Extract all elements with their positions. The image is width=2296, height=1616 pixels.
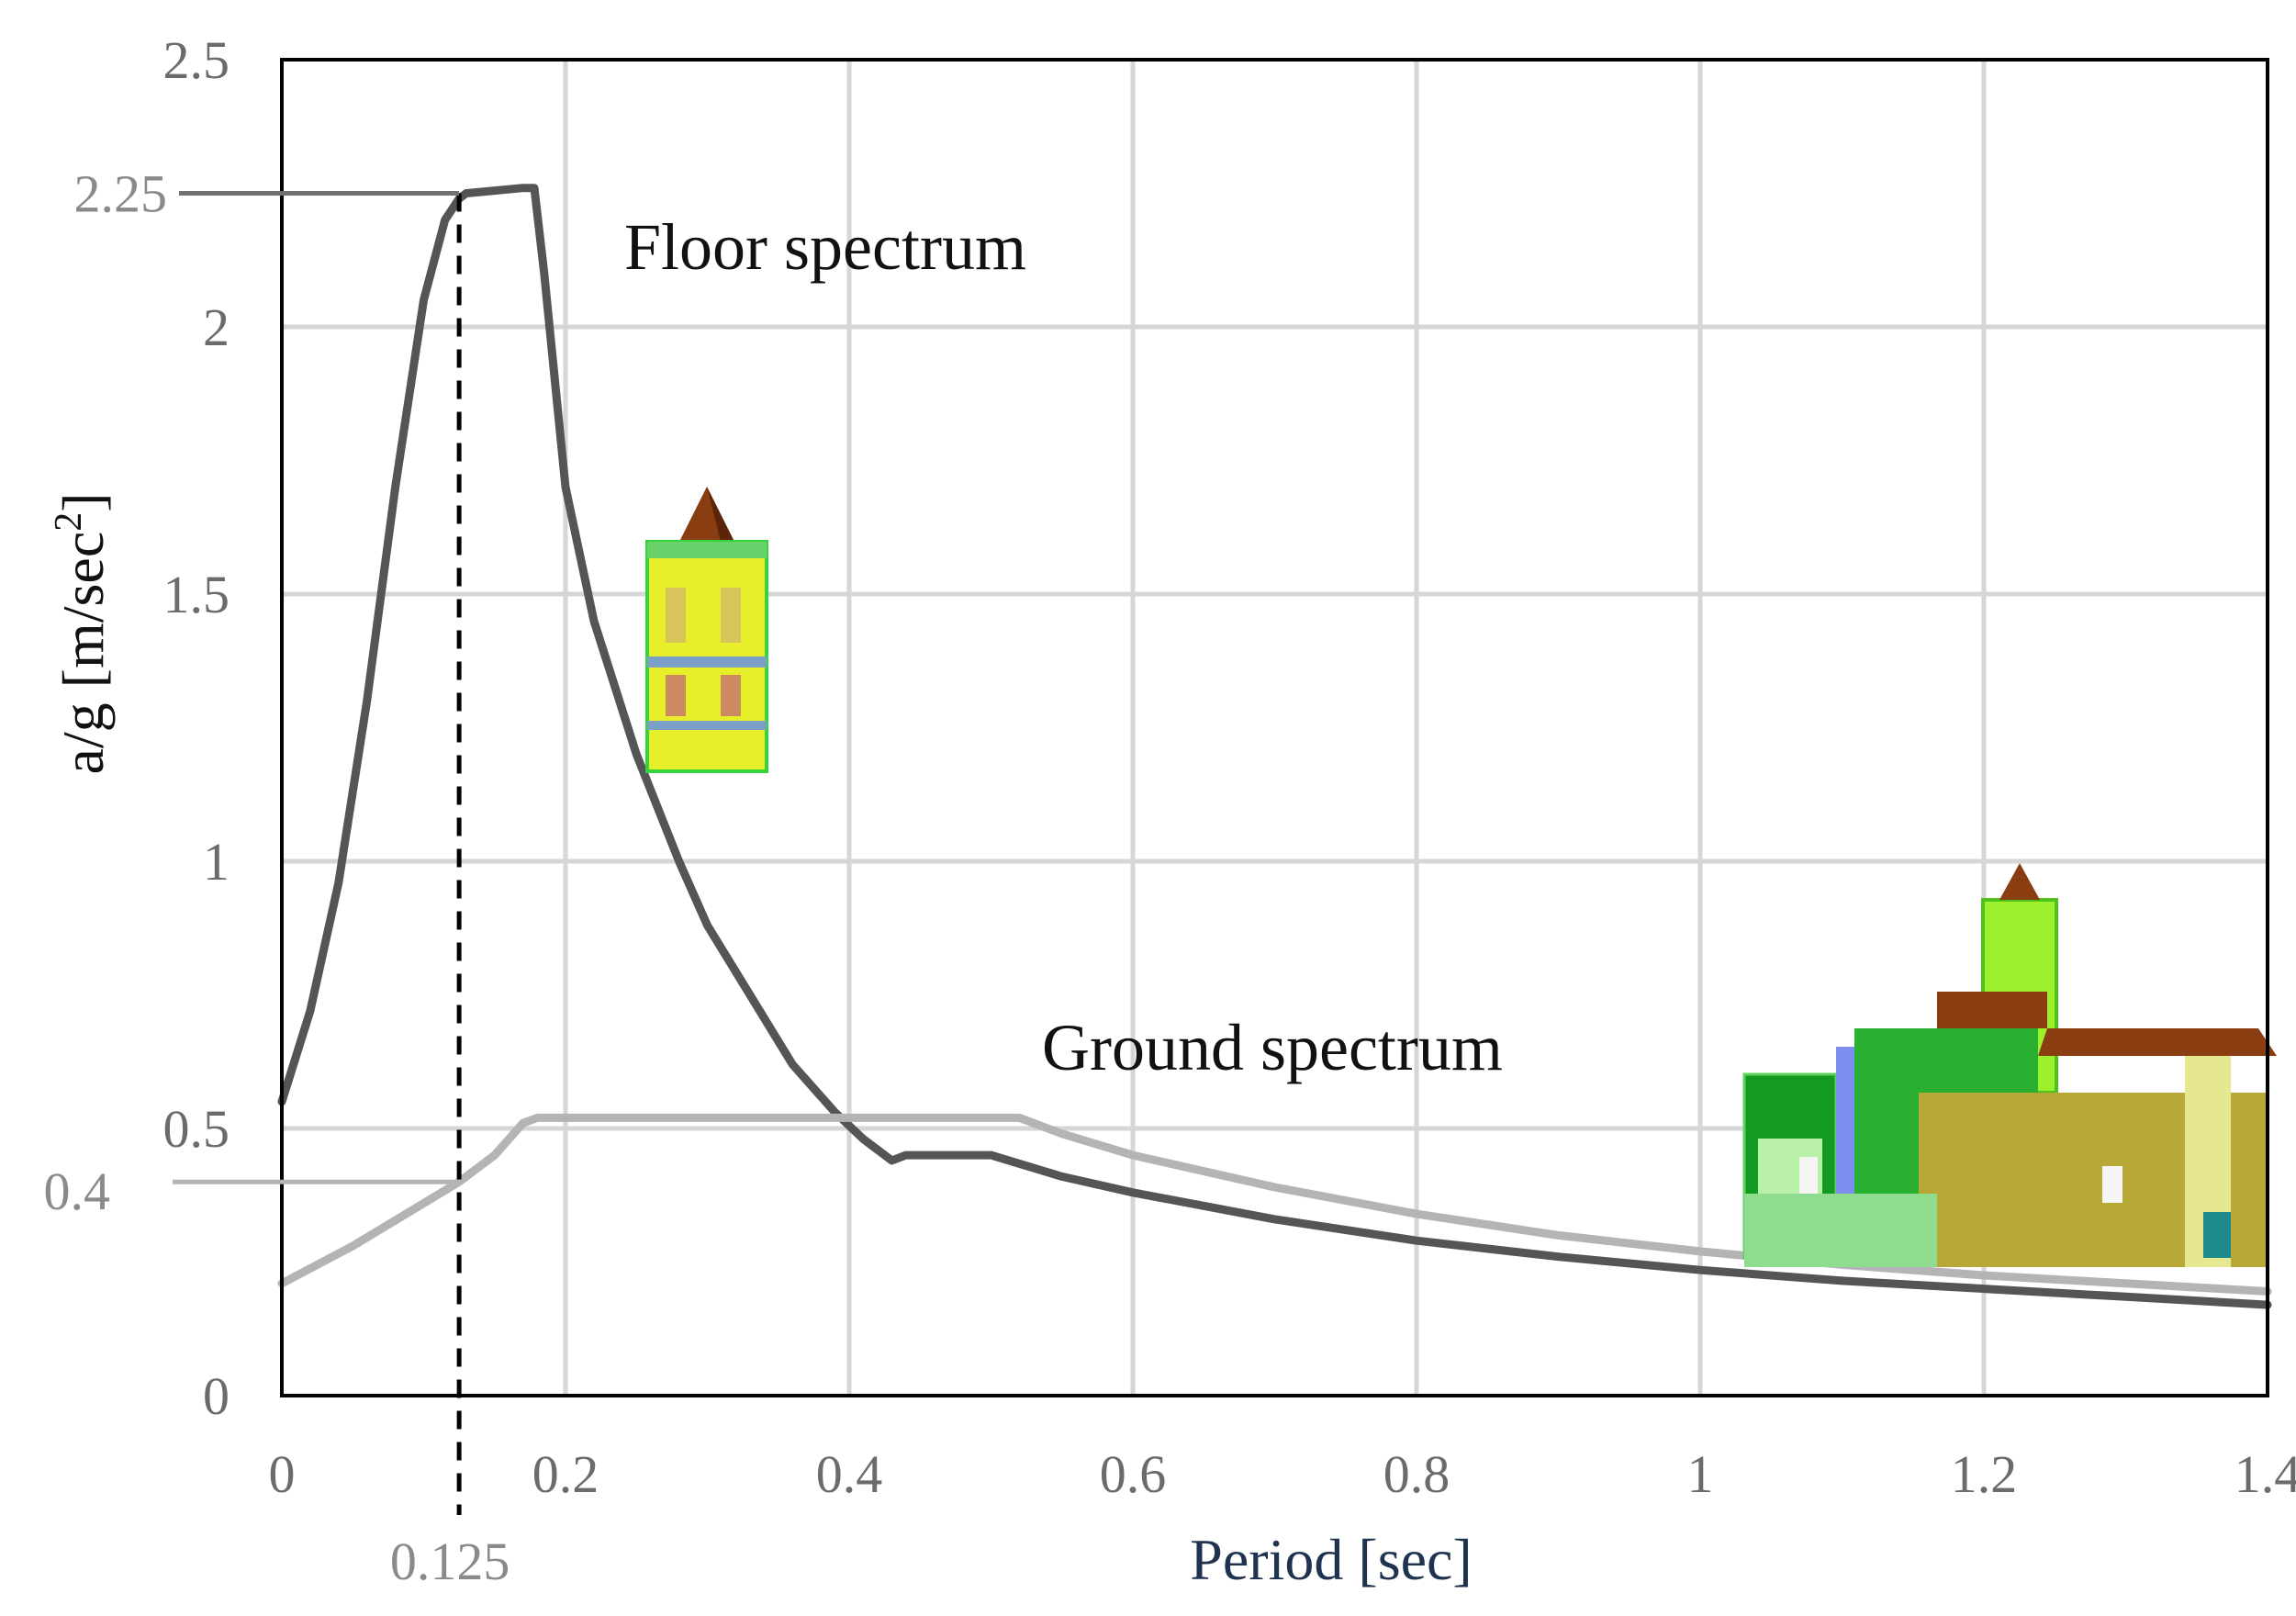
tower-model-image [645,487,768,773]
x-axis-title: Period [sec] [1190,1527,1472,1592]
gridlines [282,60,2268,1396]
axis-ticks: 0 0.2 0.4 0.6 0.8 1 1.2 1.4 0 0.5 1 1.5 2 2.5 [163,30,2296,1504]
y-tick-label: 1 [203,832,230,892]
x-tick-label: 1.4 [2234,1444,2296,1504]
y-axis-title: a/g [m/sec2] [48,492,116,774]
y-axis-title-superscript: 2 [48,512,90,532]
x-tick-label: 1 [1687,1444,1714,1504]
y-tick-label: 2.5 [163,30,230,90]
y-tick-label: 2 [203,297,230,357]
period-reference-label: 0.125 [390,1532,510,1591]
x-tick-label: 0.6 [1100,1444,1167,1504]
ground-reference-label: 0.4 [44,1162,111,1221]
y-axis-title-main: a/g [m/sec [50,532,116,775]
floor-peak-reference-label: 2.25 [74,164,168,224]
x-tick-label: 0.4 [816,1444,883,1504]
y-tick-label: 0 [203,1366,230,1426]
x-tick-label: 1.2 [1951,1444,2018,1504]
x-tick-label: 0.8 [1383,1444,1450,1504]
x-tick-label: 0.2 [532,1444,599,1504]
plot-area-frame [280,58,2269,1397]
floor-spectrum-line [277,184,2272,1309]
y-tick-label: 1.5 [163,565,230,624]
church-model-image [1742,863,2277,1267]
y-tick-label: 0.5 [163,1099,230,1159]
reference-markers: 2.25 0.4 0.125 [44,164,510,1592]
x-tick-label: 0 [269,1444,296,1504]
floor-spectrum-label: Floor spectrum [624,210,1026,284]
y-axis-title-suffix: ] [50,492,116,511]
ground-spectrum-label: Ground spectrum [1042,1011,1503,1084]
